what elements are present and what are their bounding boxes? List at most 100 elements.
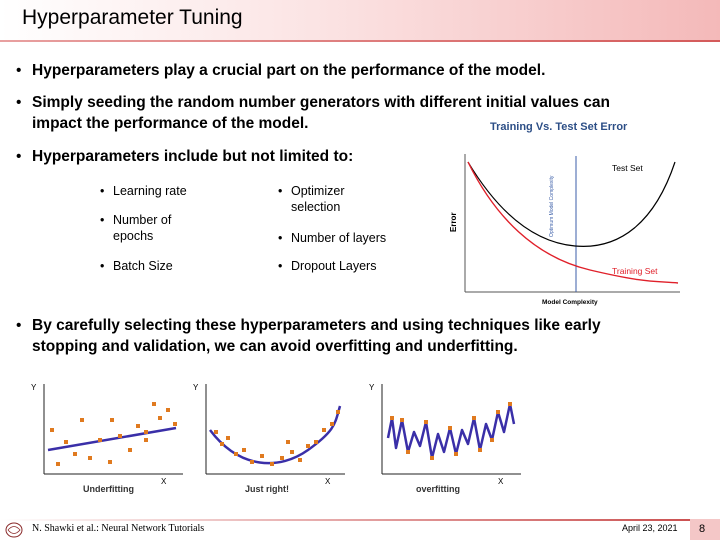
bullet-1: • Hyperparameters play a crucial part on…: [16, 61, 546, 80]
error-chart-y-label: Error: [449, 212, 458, 232]
data-point: [110, 418, 114, 422]
subitem-epochs-line-1: Number of: [113, 213, 172, 227]
data-point: [472, 416, 476, 420]
data-point: [270, 462, 274, 466]
data-point: [290, 450, 294, 454]
subitem-dropout-text: Dropout Layers: [291, 259, 377, 273]
bullet-3-text: Hyperparameters include but not limited …: [32, 148, 354, 165]
data-point: [80, 418, 84, 422]
optimum-label: Optimum Model Complexity: [549, 175, 555, 237]
axis-x-label: X: [498, 477, 504, 486]
bullet-dot: •: [16, 317, 22, 334]
data-point: [158, 416, 162, 420]
axis-x-label: X: [161, 477, 167, 486]
title-bar: [0, 0, 720, 40]
sub-dot: •: [278, 231, 283, 245]
subitem-batch-size-text: Batch Size: [113, 259, 173, 273]
data-point: [490, 438, 494, 442]
page-number-box: [690, 519, 720, 540]
bullet-4-line-2: stopping and validation, we can avoid ov…: [32, 337, 518, 356]
underfitting-label: Underfitting: [83, 484, 134, 494]
data-point: [280, 456, 284, 460]
bullet-dot: •: [16, 148, 22, 165]
subitem-learning-rate-text: Learning rate: [113, 184, 187, 198]
data-point: [234, 452, 238, 456]
sub-dot: •: [100, 259, 105, 273]
data-point: [144, 430, 148, 434]
slide-title: Hyperparameter Tuning: [22, 6, 243, 29]
data-point: [144, 438, 148, 442]
overfitting-label: overfitting: [416, 484, 460, 494]
data-points: [390, 402, 512, 460]
just-right-plot: Y X Just right!: [193, 383, 345, 494]
data-points: [50, 402, 177, 466]
data-point: [286, 440, 290, 444]
subitem-layers-text: Number of layers: [291, 231, 387, 245]
data-point: [214, 430, 218, 434]
subitem-dropout: • Dropout Layers: [278, 258, 377, 274]
title-underline: [0, 40, 720, 42]
data-point: [298, 458, 302, 462]
subitem-learning-rate: • Learning rate: [100, 183, 187, 199]
just-right-label: Just right!: [245, 484, 289, 494]
data-point: [424, 420, 428, 424]
bullet-3: • Hyperparameters include but not limite…: [16, 147, 354, 166]
data-point: [250, 460, 254, 464]
subitem-optimizer-line-2: selection: [291, 200, 341, 214]
data-point: [108, 460, 112, 464]
data-point: [173, 422, 177, 426]
bullet-4-text-line-2: stopping and validation, we can avoid ov…: [32, 338, 518, 355]
data-point: [242, 448, 246, 452]
axis-x-label: X: [325, 477, 331, 486]
data-point: [306, 444, 310, 448]
data-point: [322, 428, 326, 432]
bullet-dot: •: [16, 94, 22, 111]
axis-y-label: Y: [369, 383, 375, 392]
data-point: [454, 452, 458, 456]
data-point: [128, 448, 132, 452]
page-number: 8: [699, 523, 706, 535]
test-set-curve: [467, 161, 676, 247]
overfitting-plot: Y X overfitting: [369, 383, 521, 494]
bullet-dot: •: [16, 62, 22, 79]
data-point: [118, 434, 122, 438]
data-point: [88, 456, 92, 460]
data-point: [50, 428, 54, 432]
data-point: [336, 410, 340, 414]
error-chart-title: Training Vs. Test Set Error: [490, 121, 628, 133]
subitem-epochs: • Number of epochs: [100, 212, 172, 244]
axis-y-label: Y: [31, 383, 37, 392]
university-logo-icon: [5, 522, 23, 538]
data-point: [98, 438, 102, 442]
training-set-curve: [467, 161, 679, 284]
data-point: [478, 448, 482, 452]
data-point: [56, 462, 60, 466]
data-point: [260, 454, 264, 458]
data-points: [214, 410, 340, 466]
data-point: [226, 436, 230, 440]
sub-dot: •: [278, 184, 283, 198]
footer-bar: [0, 519, 720, 521]
subitem-batch-size: • Batch Size: [100, 258, 173, 274]
error-chart: Error Optimum Model Complexity Test Set …: [440, 142, 686, 308]
sub-dot: •: [278, 259, 283, 273]
data-point: [136, 424, 140, 428]
bullet-4-text-line-1: By carefully selecting these hyperparame…: [32, 317, 601, 334]
data-point: [508, 402, 512, 406]
fit-curve: [386, 402, 516, 460]
data-point: [64, 440, 68, 444]
sub-dot: •: [100, 184, 105, 198]
bullet-1-text: Hyperparameters play a crucial part on t…: [32, 62, 546, 79]
data-point: [166, 408, 170, 412]
data-point: [152, 402, 156, 406]
fit-curve: [209, 405, 342, 465]
fit-curve: [47, 426, 177, 452]
error-chart-x-label: Model Complexity: [542, 299, 598, 306]
bullet-2-line-2: impact the performance of the model.: [32, 114, 308, 133]
sub-dot: •: [100, 213, 105, 227]
footer-date: April 23, 2021: [622, 523, 678, 533]
data-point: [390, 416, 394, 420]
bullet-2-text-line-1: Simply seeding the random number generat…: [32, 94, 610, 111]
data-point: [448, 426, 452, 430]
data-point: [496, 410, 500, 414]
